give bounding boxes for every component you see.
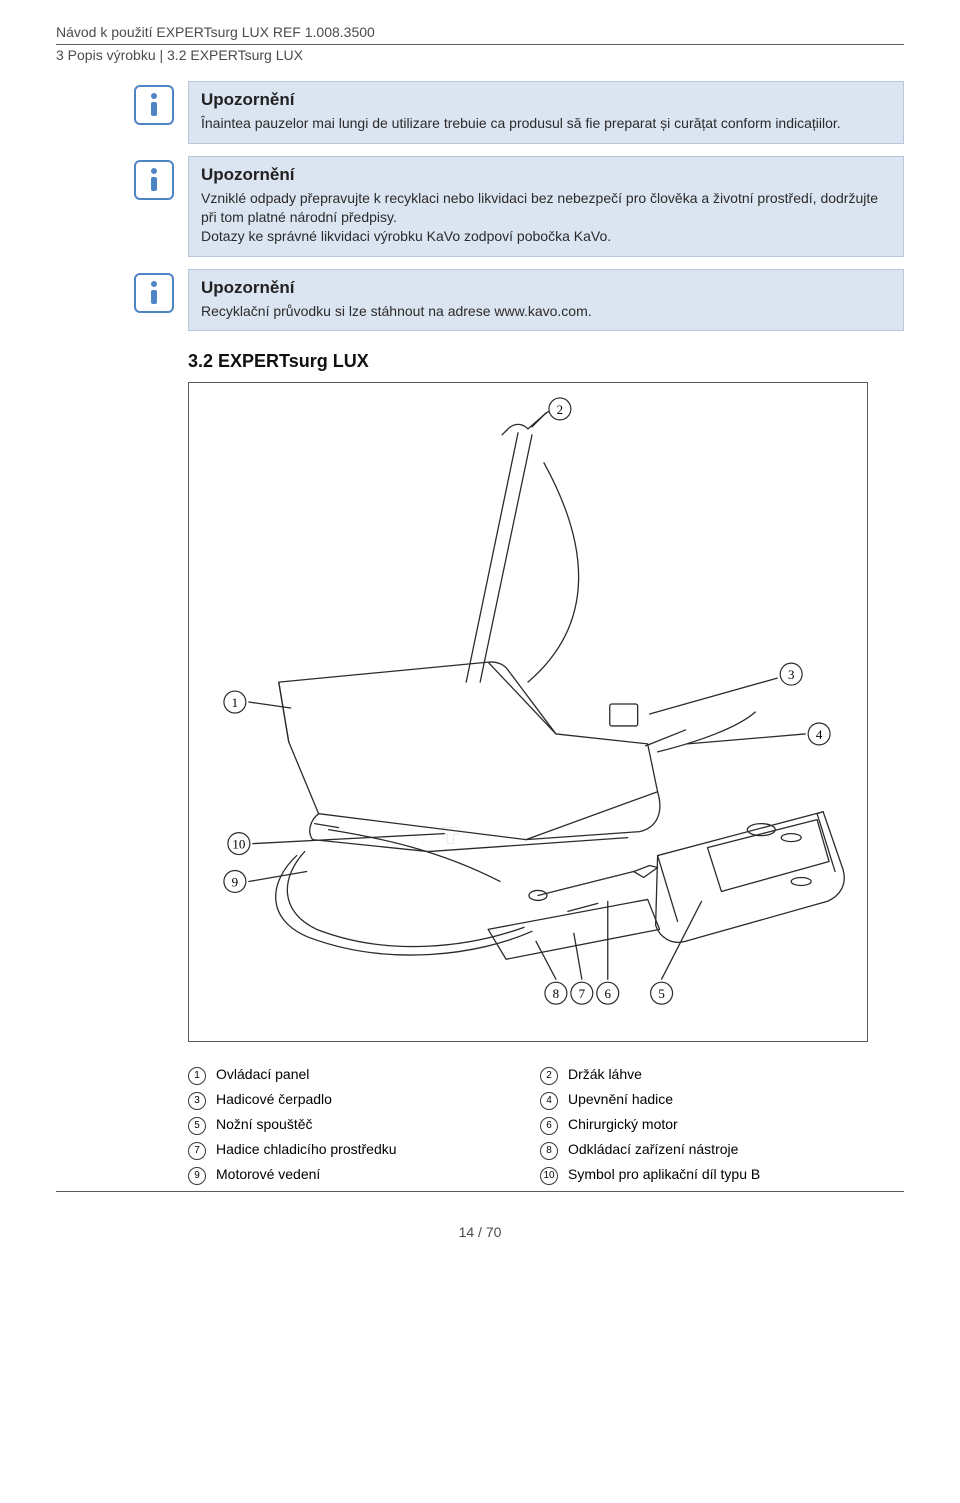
legend-row: 9 Motorové vedení 10 Symbol pro aplikačn… [188, 1166, 868, 1185]
legend-num: 7 [188, 1142, 206, 1160]
legend-label: Nožní spouštěč [216, 1116, 313, 1132]
legend-num: 8 [540, 1142, 558, 1160]
notice-body: Înaintea pauzelor mai lungi de utilizare… [201, 114, 891, 133]
legend-row: 3 Hadicové čerpadlo 4 Upevnění hadice [188, 1091, 868, 1110]
svg-text:2: 2 [557, 402, 563, 417]
legend-item: 7 Hadice chladicího prostředku [188, 1141, 516, 1160]
legend-label: Hadicové čerpadlo [216, 1091, 332, 1107]
svg-text:5: 5 [658, 987, 664, 1002]
legend-num: 1 [188, 1067, 206, 1085]
legend-item: 5 Nožní spouštěč [188, 1116, 516, 1135]
legend-num: 5 [188, 1117, 206, 1135]
notice-row: Upozornění Recyklační průvodku si lze st… [134, 269, 904, 332]
legend-label: Hadice chladicího prostředku [216, 1141, 397, 1157]
notice-row: Upozornění Înaintea pauzelor mai lungi d… [134, 81, 904, 144]
info-icon [134, 273, 174, 313]
legend: 1 Ovládací panel 2 Držák láhve 3 Hadicov… [188, 1066, 868, 1185]
legend-row: 7 Hadice chladicího prostředku 8 Odkláda… [188, 1141, 868, 1160]
legend-num: 10 [540, 1167, 558, 1185]
svg-text:3: 3 [788, 668, 794, 683]
legend-num: 3 [188, 1092, 206, 1110]
legend-label: Motorové vedení [216, 1166, 320, 1182]
svg-text:1: 1 [232, 695, 238, 710]
legend-item: 8 Odkládací zařízení nástroje [540, 1141, 868, 1160]
svg-text:7: 7 [579, 987, 586, 1002]
legend-item: 3 Hadicové čerpadlo [188, 1091, 516, 1110]
info-icon [134, 85, 174, 125]
info-icon [134, 160, 174, 200]
diagram-svg: 1 2 3 4 5 6 7 8 9 10 [189, 383, 867, 1041]
legend-item: 4 Upevnění hadice [540, 1091, 868, 1110]
notice-row: Upozornění Vzniklé odpady přepravujte k … [134, 156, 904, 257]
legend-label: Upevnění hadice [568, 1091, 673, 1107]
notice-title: Upozornění [201, 165, 891, 185]
doc-title: Návod k použití EXPERTsurg LUX REF 1.008… [56, 24, 904, 42]
legend-item: 9 Motorové vedení [188, 1166, 516, 1185]
notice-body: Recyklační průvodku si lze stáhnout na a… [201, 302, 891, 321]
legend-item: 10 Symbol pro aplikační díl typu B [540, 1166, 868, 1185]
header-rule [56, 44, 904, 45]
legend-num: 6 [540, 1117, 558, 1135]
legend-label: Odkládací zařízení nástroje [568, 1141, 738, 1157]
legend-row: 5 Nožní spouštěč 6 Chirurgický motor [188, 1116, 868, 1135]
legend-row: 1 Ovládací panel 2 Držák láhve [188, 1066, 868, 1085]
legend-label: Chirurgický motor [568, 1116, 678, 1132]
svg-text:8: 8 [553, 987, 559, 1002]
legend-label: Ovládací panel [216, 1066, 309, 1082]
legend-label: Držák láhve [568, 1066, 642, 1082]
legend-label: Symbol pro aplikační díl typu B [568, 1166, 760, 1182]
section-heading: 3.2 EXPERTsurg LUX [188, 351, 904, 372]
footer-rule [56, 1191, 904, 1192]
notice-title: Upozornění [201, 278, 891, 298]
notice-box: Upozornění Înaintea pauzelor mai lungi d… [188, 81, 904, 144]
notice-title: Upozornění [201, 90, 891, 110]
legend-num: 9 [188, 1167, 206, 1185]
product-diagram: 1 2 3 4 5 6 7 8 9 10 [188, 382, 868, 1042]
legend-item: 6 Chirurgický motor [540, 1116, 868, 1135]
legend-num: 2 [540, 1067, 558, 1085]
legend-item: 1 Ovládací panel [188, 1066, 516, 1085]
svg-text:4: 4 [816, 727, 823, 742]
notice-body: Vzniklé odpady přepravujte k recyklaci n… [201, 189, 891, 246]
page-number: 14 / 70 [56, 1224, 904, 1240]
breadcrumb: 3 Popis výrobku | 3.2 EXPERTsurg LUX [56, 47, 904, 81]
svg-text:6: 6 [605, 987, 612, 1002]
notice-box: Upozornění Vzniklé odpady přepravujte k … [188, 156, 904, 257]
svg-text:10: 10 [232, 837, 245, 852]
legend-num: 4 [540, 1092, 558, 1110]
svg-text:9: 9 [232, 875, 238, 890]
notice-box: Upozornění Recyklační průvodku si lze st… [188, 269, 904, 332]
legend-item: 2 Držák láhve [540, 1066, 868, 1085]
